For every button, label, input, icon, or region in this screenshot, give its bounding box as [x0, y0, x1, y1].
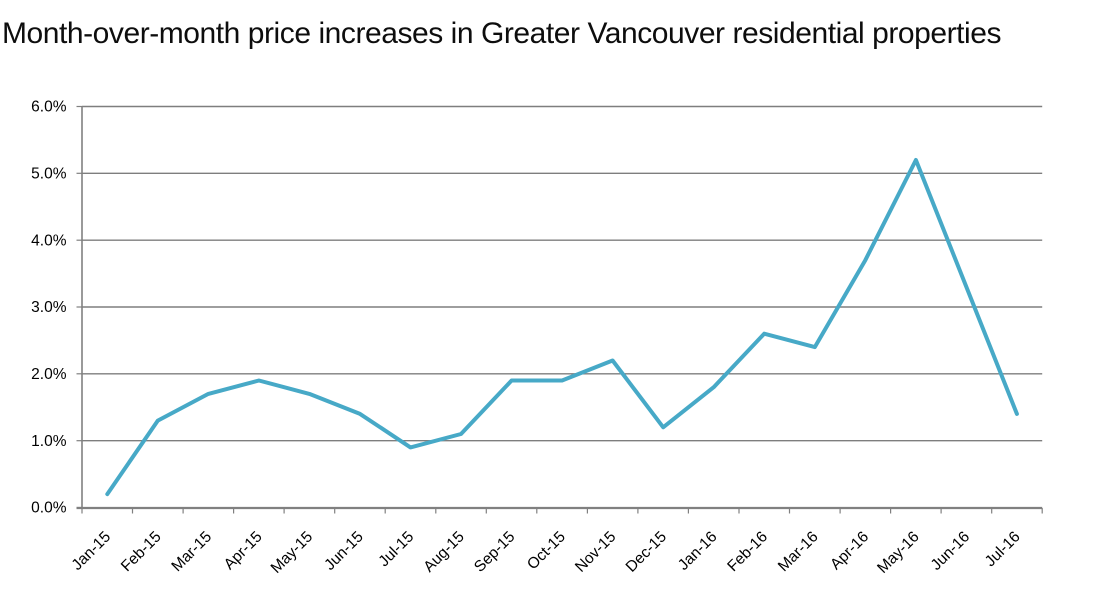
svg-text:3.0%: 3.0% — [31, 299, 67, 316]
svg-text:1.0%: 1.0% — [31, 433, 67, 450]
svg-text:5.0%: 5.0% — [31, 166, 67, 183]
svg-text:6.0%: 6.0% — [31, 99, 67, 116]
svg-text:Month-over-month price increas: Month-over-month price increases in Grea… — [2, 17, 1001, 50]
svg-text:2.0%: 2.0% — [31, 366, 67, 383]
svg-text:4.0%: 4.0% — [31, 232, 67, 249]
svg-text:0.0%: 0.0% — [31, 500, 67, 517]
